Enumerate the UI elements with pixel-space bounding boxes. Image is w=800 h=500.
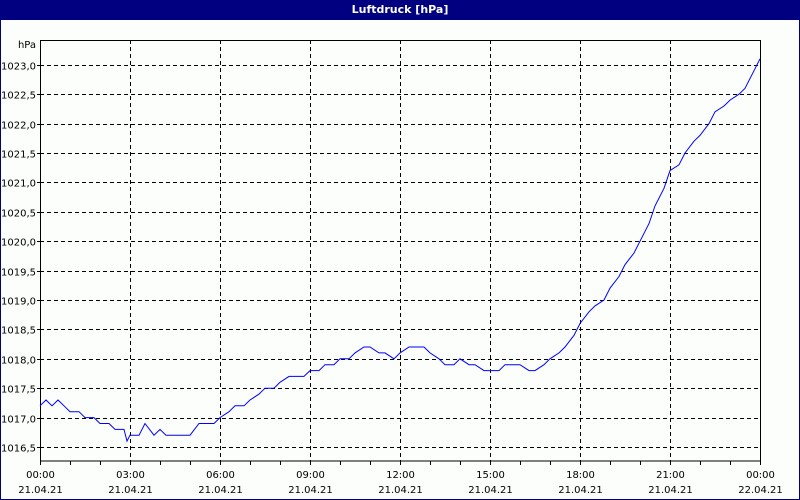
y-tick-label: 1020,5 <box>1 209 36 220</box>
y-tick-label: 1019,5 <box>1 268 36 279</box>
x-tick-time: 21:00 <box>656 470 685 481</box>
x-tick-time: 15:00 <box>476 470 505 481</box>
x-tick-date: 21.04.21 <box>558 485 603 496</box>
chart-title: Luftdruck [hPa] <box>0 0 800 20</box>
y-tick-label: 1017,0 <box>1 415 36 426</box>
x-tick-date: 21.04.21 <box>198 485 243 496</box>
y-axis: 1016,5 1017,0 1017,5 1018,0 1018,5 1019,0 1019… <box>1 62 40 455</box>
y-tick-label: 1019,0 <box>1 297 36 308</box>
x-tick-date: 21.04.21 <box>468 485 513 496</box>
x-tick-date: 22.04.21 <box>738 485 783 496</box>
y-tick-label: 1018,0 <box>1 356 36 367</box>
x-tick-date: 21.04.21 <box>108 485 153 496</box>
x-tick-date: 21.04.21 <box>18 485 63 496</box>
y-tick-label: 1016,5 <box>1 444 36 455</box>
x-tick-time: 12:00 <box>386 470 415 481</box>
x-tick-time: 09:00 <box>296 470 325 481</box>
y-tick-label: 1018,5 <box>1 326 36 337</box>
y-tick-label: 1023,0 <box>1 62 36 73</box>
y-axis-unit-label: hPa <box>18 40 36 51</box>
x-tick-date: 21.04.21 <box>648 485 693 496</box>
x-tick-time: 00:00 <box>26 470 55 481</box>
pressure-line <box>39 58 761 443</box>
y-tick-label: 1021,5 <box>1 150 36 161</box>
y-tick-label: 1022,5 <box>1 91 36 102</box>
x-tick-date: 21.04.21 <box>288 485 333 496</box>
y-tick-label: 1022,0 <box>1 121 36 132</box>
y-tick-label: 1017,5 <box>1 385 36 396</box>
x-tick-time: 03:00 <box>116 470 145 481</box>
gridlines <box>40 40 760 461</box>
x-tick-time: 06:00 <box>206 470 235 481</box>
y-tick-label: 1021,0 <box>1 179 36 190</box>
x-axis: 00:00 21.04.21 03:00 21.04.21 06:00 21.04.21 0… <box>18 461 783 496</box>
x-tick-time: 18:00 <box>566 470 595 481</box>
y-tick-label: 1020,0 <box>1 238 36 249</box>
x-tick-date: 21.04.21 <box>378 485 423 496</box>
x-tick-time: 00:00 <box>746 470 775 481</box>
